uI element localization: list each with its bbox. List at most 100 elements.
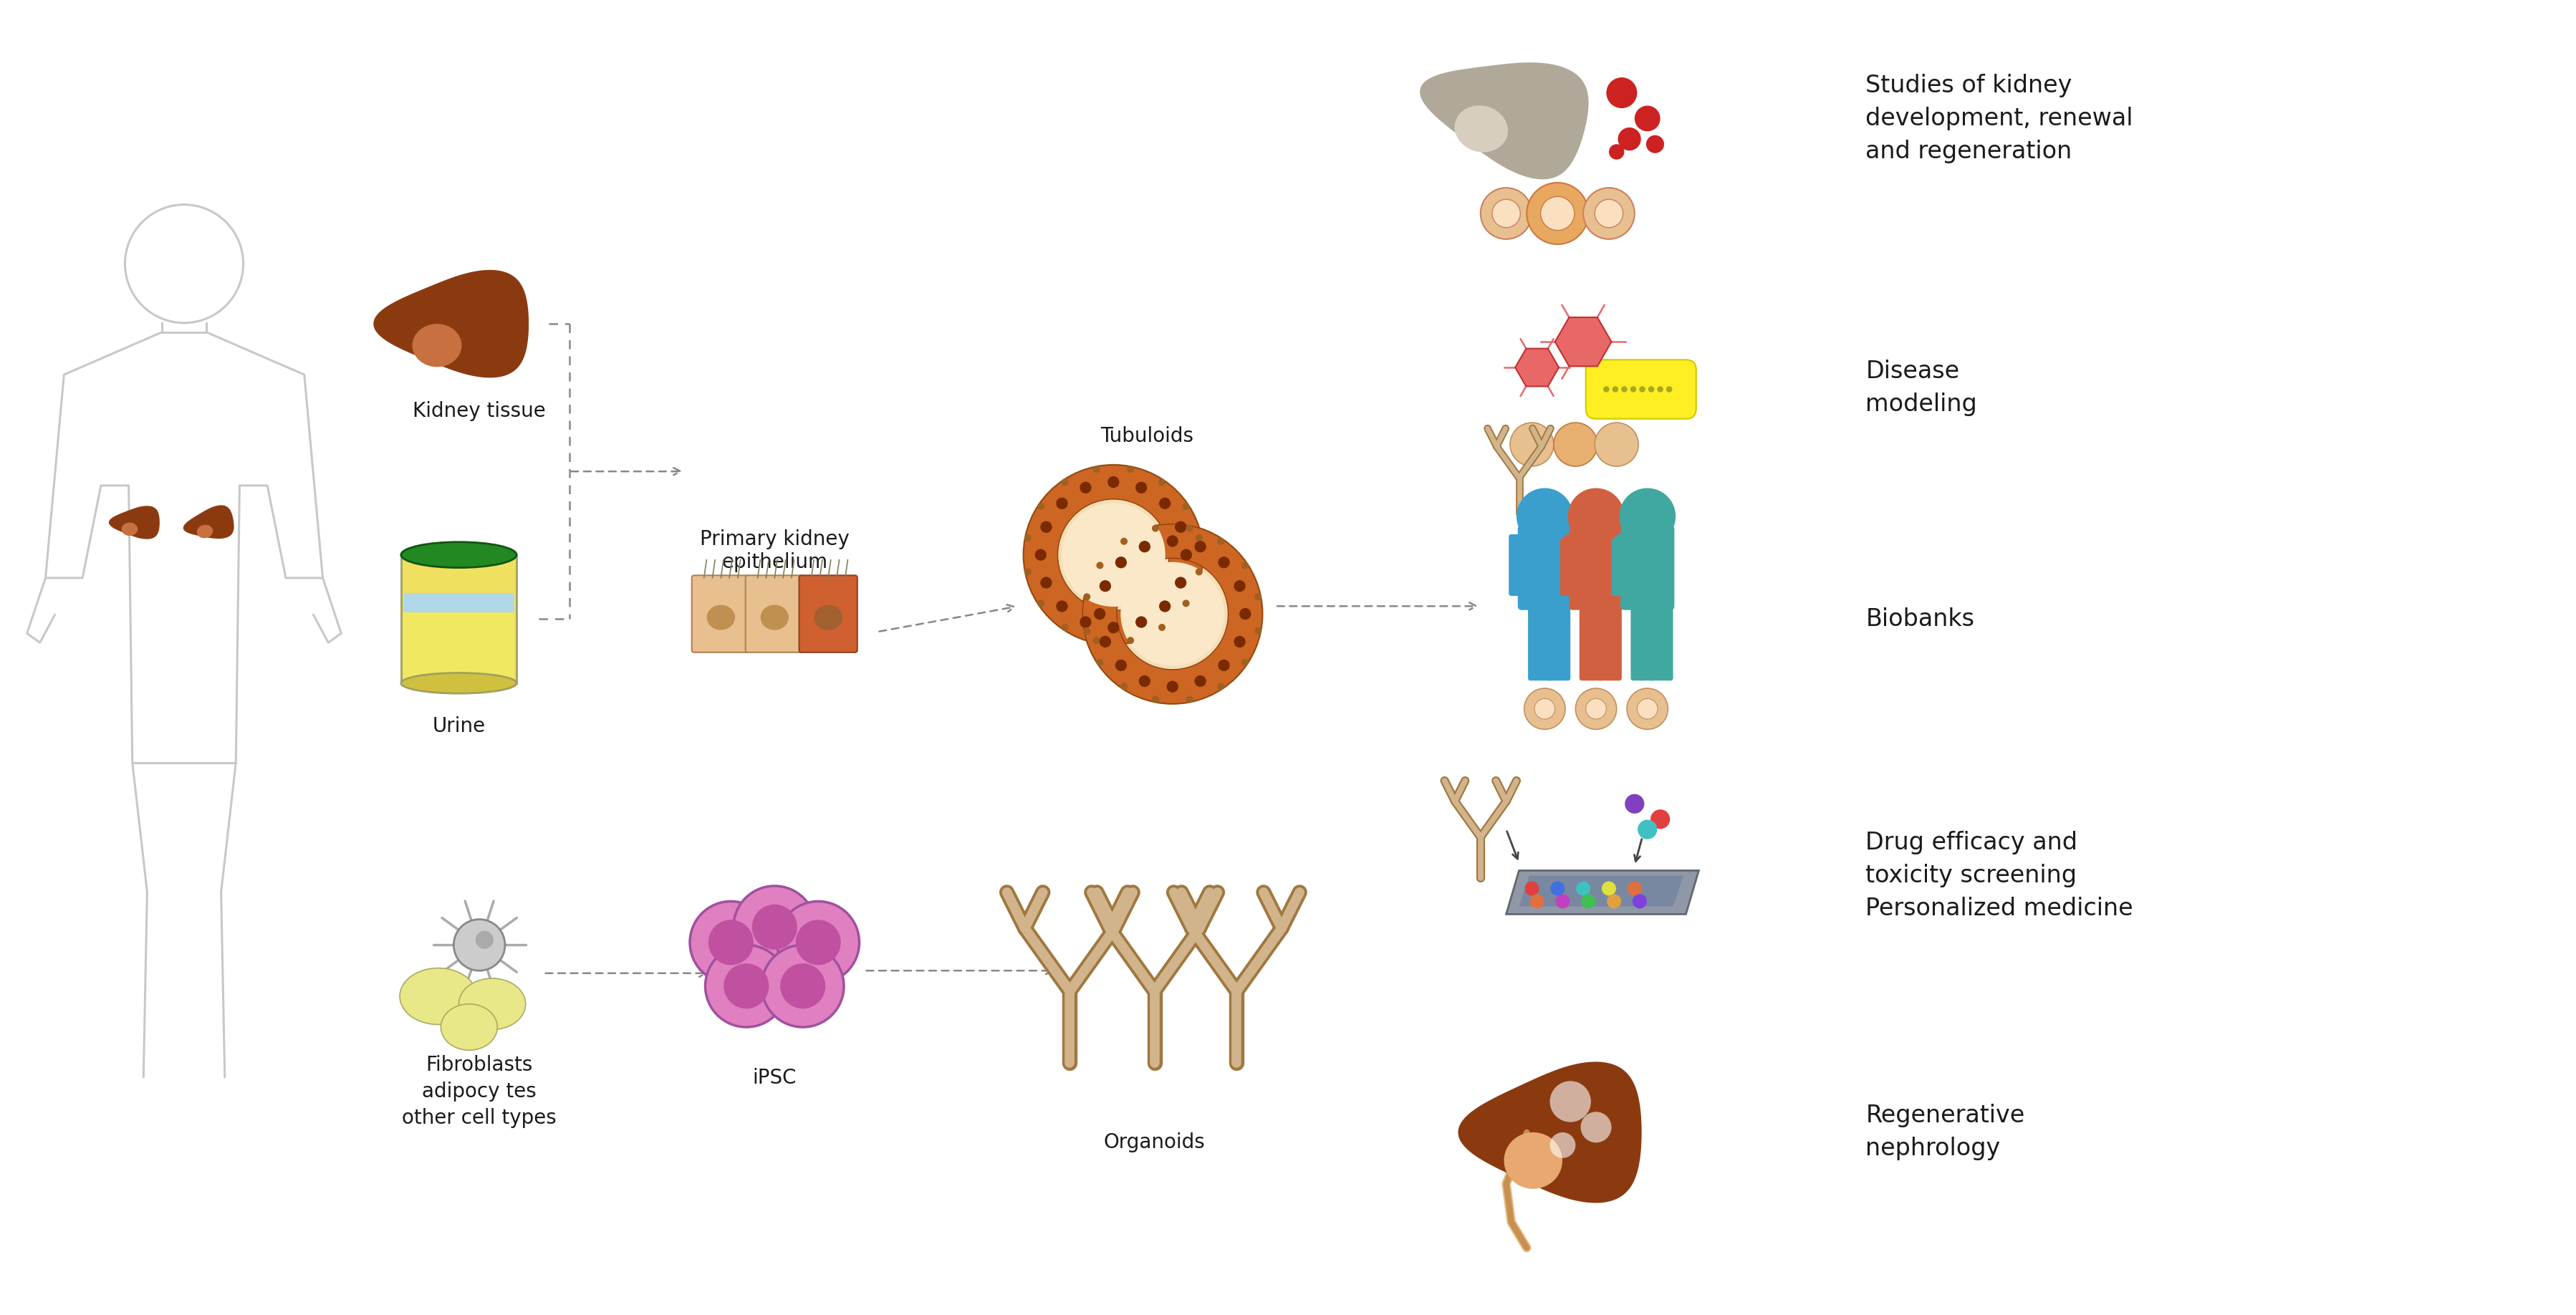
Circle shape — [1625, 794, 1643, 814]
Circle shape — [1061, 623, 1069, 631]
Circle shape — [1620, 488, 1674, 544]
Circle shape — [1540, 196, 1574, 230]
Text: Disease
modeling: Disease modeling — [1865, 360, 1978, 417]
Circle shape — [1525, 881, 1538, 896]
Circle shape — [1651, 810, 1669, 828]
Circle shape — [1095, 608, 1105, 619]
Circle shape — [1079, 617, 1092, 627]
Polygon shape — [374, 270, 528, 377]
Circle shape — [1646, 135, 1664, 153]
Circle shape — [1041, 521, 1051, 533]
Circle shape — [1108, 622, 1121, 634]
Ellipse shape — [459, 978, 526, 1030]
Circle shape — [1136, 481, 1146, 493]
Circle shape — [1082, 525, 1262, 704]
FancyBboxPatch shape — [404, 610, 515, 681]
Polygon shape — [1515, 348, 1558, 387]
FancyBboxPatch shape — [744, 576, 804, 652]
Text: Tubuloids: Tubuloids — [1100, 426, 1193, 447]
Wedge shape — [1023, 466, 1203, 644]
Circle shape — [1056, 601, 1069, 611]
Circle shape — [1036, 548, 1046, 560]
FancyBboxPatch shape — [1579, 601, 1605, 681]
Circle shape — [1582, 894, 1595, 909]
Ellipse shape — [1504, 1132, 1564, 1189]
Circle shape — [1126, 636, 1133, 644]
Circle shape — [1092, 466, 1100, 473]
Circle shape — [1636, 105, 1662, 132]
Text: Studies of kidney
development, renewal
and regeneration: Studies of kidney development, renewal a… — [1865, 74, 2133, 163]
Polygon shape — [1520, 876, 1682, 906]
Circle shape — [1025, 568, 1030, 576]
Circle shape — [1517, 488, 1574, 544]
Circle shape — [752, 905, 796, 949]
Circle shape — [762, 945, 845, 1027]
Polygon shape — [1458, 1061, 1641, 1203]
FancyBboxPatch shape — [1517, 525, 1571, 610]
FancyBboxPatch shape — [1620, 525, 1674, 610]
Circle shape — [1667, 387, 1672, 392]
Ellipse shape — [402, 542, 518, 568]
FancyBboxPatch shape — [1569, 525, 1623, 610]
Ellipse shape — [760, 605, 788, 630]
Circle shape — [1556, 894, 1569, 909]
Circle shape — [1234, 636, 1247, 647]
Circle shape — [1195, 540, 1206, 552]
Circle shape — [1115, 556, 1126, 568]
FancyBboxPatch shape — [404, 593, 515, 613]
FancyBboxPatch shape — [1613, 534, 1631, 596]
Circle shape — [706, 945, 788, 1027]
Circle shape — [724, 964, 768, 1009]
Circle shape — [1610, 145, 1625, 159]
Ellipse shape — [399, 968, 477, 1024]
Circle shape — [1061, 502, 1164, 606]
Circle shape — [1025, 534, 1030, 542]
Circle shape — [1151, 696, 1159, 704]
Circle shape — [1569, 488, 1625, 544]
Ellipse shape — [1455, 105, 1507, 153]
Circle shape — [1159, 479, 1164, 485]
Circle shape — [1151, 525, 1159, 531]
Circle shape — [1649, 387, 1654, 392]
Circle shape — [1656, 387, 1664, 392]
Circle shape — [1577, 881, 1589, 896]
FancyBboxPatch shape — [1649, 601, 1672, 681]
Circle shape — [1159, 601, 1170, 611]
Circle shape — [1056, 497, 1069, 509]
Circle shape — [1108, 476, 1121, 488]
Circle shape — [1115, 660, 1126, 671]
Ellipse shape — [402, 673, 518, 693]
Circle shape — [1180, 548, 1193, 560]
Text: Drug efficacy and
toxicity screening
Personalized medicine: Drug efficacy and toxicity screening Per… — [1865, 831, 2133, 921]
Circle shape — [1159, 623, 1164, 631]
Circle shape — [1551, 1081, 1592, 1122]
Text: Primary kidney
epithelium: Primary kidney epithelium — [701, 529, 850, 572]
Wedge shape — [1082, 525, 1262, 704]
Circle shape — [1038, 600, 1043, 608]
Circle shape — [1167, 681, 1177, 693]
Polygon shape — [1507, 871, 1698, 914]
FancyBboxPatch shape — [1582, 534, 1600, 596]
Circle shape — [1218, 538, 1224, 544]
Circle shape — [1607, 894, 1620, 909]
Circle shape — [1638, 698, 1659, 719]
Circle shape — [1638, 387, 1646, 392]
Circle shape — [1092, 636, 1100, 644]
Circle shape — [1195, 568, 1203, 576]
Circle shape — [1218, 660, 1229, 671]
Circle shape — [1195, 534, 1203, 542]
FancyBboxPatch shape — [1528, 601, 1553, 681]
Ellipse shape — [412, 323, 461, 367]
FancyBboxPatch shape — [1561, 534, 1579, 596]
Circle shape — [1628, 688, 1667, 730]
FancyBboxPatch shape — [1510, 534, 1528, 596]
Text: Regenerative
nephrology: Regenerative nephrology — [1865, 1105, 2025, 1161]
Circle shape — [1139, 540, 1151, 552]
Circle shape — [1084, 627, 1090, 634]
Circle shape — [1185, 525, 1193, 531]
Circle shape — [1255, 627, 1262, 634]
Ellipse shape — [196, 525, 214, 538]
Text: Organoids: Organoids — [1103, 1132, 1206, 1152]
Circle shape — [1638, 819, 1656, 839]
FancyBboxPatch shape — [402, 555, 518, 684]
